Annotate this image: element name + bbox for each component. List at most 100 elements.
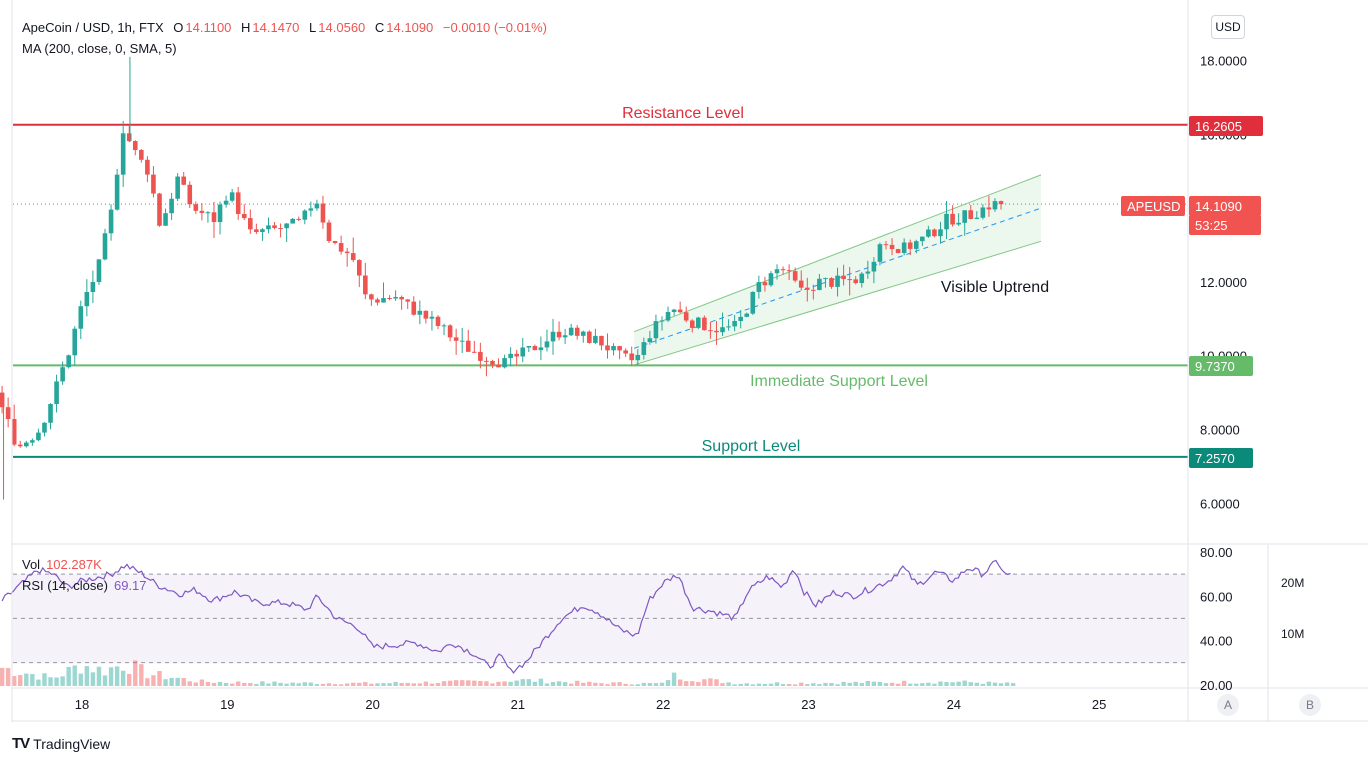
candle-body	[823, 278, 828, 280]
uptrend-label: Visible Uptrend	[941, 279, 1049, 296]
candle-body	[508, 353, 513, 359]
candle-body	[593, 335, 598, 343]
candle-body	[42, 422, 47, 433]
candle-body	[720, 327, 725, 333]
rsi-legend[interactable]: RSI (14, close) 69.17	[22, 578, 147, 593]
volume-bar	[326, 683, 332, 686]
volume-legend[interactable]: Vol 102.287K	[22, 557, 102, 572]
time-tick-label: 19	[220, 697, 234, 712]
volume-bar	[611, 682, 616, 686]
auto-scale-button[interactable]: A	[1217, 694, 1239, 716]
volume-bar	[877, 681, 883, 686]
candle-body	[169, 198, 174, 214]
volume-bar	[696, 682, 701, 686]
candle-body	[235, 192, 241, 214]
candle-body	[296, 218, 302, 220]
volume-bar	[18, 675, 23, 686]
volume-bar	[635, 684, 640, 686]
price-tick-label: 12.0000	[1200, 275, 1247, 290]
volume-bar	[847, 682, 852, 686]
volume-bar	[774, 682, 780, 686]
candle-body	[635, 354, 641, 361]
ma-legend[interactable]: MA (200, close, 0, SMA, 5)	[22, 41, 177, 56]
candle-body	[762, 282, 768, 286]
candle-body	[641, 342, 647, 355]
volume-bar	[72, 665, 77, 686]
volume-bar	[375, 683, 380, 686]
volume-bar	[817, 684, 822, 686]
volume-bar	[429, 683, 435, 686]
candle-body	[332, 241, 338, 244]
candle-body	[11, 419, 17, 445]
support-label: Support Level	[702, 438, 801, 455]
volume-bar	[217, 681, 223, 686]
candle-body	[453, 337, 459, 341]
volume-bar	[139, 664, 144, 686]
candle-body	[350, 253, 356, 261]
candle-body	[526, 346, 532, 348]
volume-bar	[24, 673, 29, 686]
scale-b-button[interactable]: B	[1299, 694, 1321, 716]
currency-button[interactable]: USD	[1211, 15, 1245, 39]
open-key: O	[173, 20, 184, 35]
candle-body	[998, 201, 1004, 205]
volume-bar	[762, 683, 768, 686]
volume-bar	[926, 682, 931, 686]
volume-bar	[363, 682, 368, 686]
candle-body	[223, 200, 229, 205]
volume-bar	[254, 683, 259, 686]
volume-bar	[720, 683, 725, 686]
volume-bar	[320, 683, 326, 686]
price-tick-label: 6.0000	[1200, 496, 1240, 511]
candle-body	[151, 174, 156, 194]
volume-bar	[780, 684, 786, 686]
annotation-labels: Resistance Level Immediate Support Level S…	[622, 105, 1049, 455]
volume-bar	[974, 682, 980, 686]
volume-bar	[332, 684, 338, 686]
volume-bar	[411, 683, 416, 686]
volume-bar	[266, 683, 271, 686]
candle-body	[108, 209, 114, 234]
volume-bar	[865, 681, 871, 686]
candle-body	[580, 331, 586, 336]
volume-bar	[575, 680, 580, 686]
price-tick-label: 8.0000	[1200, 423, 1240, 438]
candlestick-series	[0, 56, 1004, 500]
volume-bar	[199, 679, 205, 686]
candle-body	[932, 229, 937, 237]
volume-bar	[587, 681, 592, 686]
candle-body	[490, 360, 495, 365]
last-price-tag: 14.1090	[1189, 196, 1261, 216]
tradingview-brand[interactable]: TV TradingView	[12, 735, 110, 752]
volume-bar	[357, 682, 362, 686]
candle-body	[417, 310, 423, 315]
candle-body	[811, 289, 816, 291]
candle-body	[175, 176, 180, 199]
volume-bar	[314, 684, 320, 686]
volume-bar	[163, 679, 168, 686]
volume-bar	[127, 673, 132, 686]
volume-bar	[823, 682, 828, 686]
volume-bar	[344, 683, 350, 686]
candle-body	[399, 296, 404, 300]
candle-body	[659, 320, 665, 322]
level-lines[interactable]	[13, 123, 1188, 458]
volume-bar	[562, 682, 568, 686]
candle-body	[696, 317, 701, 328]
volume-bar	[883, 683, 889, 686]
candle-body	[465, 340, 471, 352]
volume-bar	[399, 682, 404, 686]
candle-body	[284, 223, 289, 229]
candle-body	[599, 335, 604, 346]
volume-bar	[835, 684, 840, 686]
volume-bar	[871, 681, 877, 686]
candle-body	[272, 225, 277, 229]
volume-bar	[738, 683, 743, 686]
resistance-label: Resistance Level	[622, 105, 744, 122]
candle-body	[950, 213, 955, 225]
candle-body	[187, 184, 193, 205]
volume-bar	[550, 682, 556, 686]
volume-bar	[120, 670, 126, 686]
candle-body	[738, 316, 743, 322]
